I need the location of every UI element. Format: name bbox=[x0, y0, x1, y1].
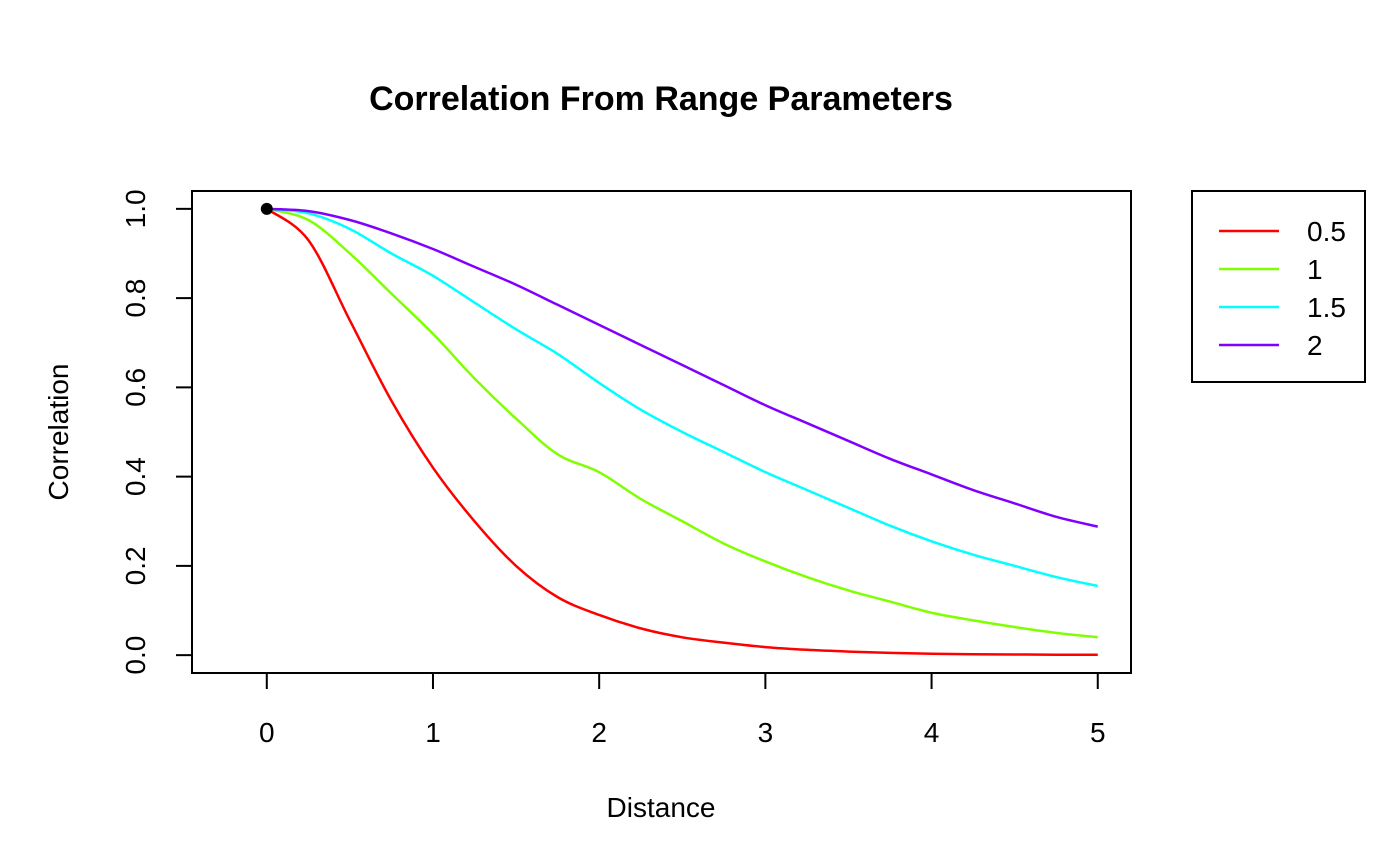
x-tick-label-0: 0 bbox=[259, 717, 275, 748]
data-point-0 bbox=[260, 202, 273, 215]
legend-label-0.5: 0.5 bbox=[1307, 216, 1346, 247]
series-line-2 bbox=[266, 207, 1099, 528]
y-tick-label-0: 0.0 bbox=[120, 636, 151, 675]
legend-box bbox=[1191, 190, 1366, 383]
x-tick-label-2: 2 bbox=[591, 717, 607, 748]
y-axis: 0.0 0.2 0.4 0.6 0.8 1.0 bbox=[120, 189, 193, 675]
legend-label-2: 2 bbox=[1307, 330, 1323, 361]
legend: 0.5 1 1.5 2 bbox=[1191, 190, 1366, 383]
x-tick-label-3: 3 bbox=[758, 717, 774, 748]
chart-title: Correlation From Range Parameters bbox=[369, 80, 953, 118]
y-tick-label-2: 0.4 bbox=[120, 457, 151, 496]
series-line-0.5 bbox=[266, 207, 1098, 657]
x-axis-label: Distance bbox=[607, 792, 716, 823]
series-lines bbox=[266, 207, 1099, 657]
y-tick-label-5: 1.0 bbox=[120, 189, 151, 228]
y-tick-label-4: 0.8 bbox=[120, 279, 151, 318]
series-line-1.5 bbox=[266, 207, 1099, 588]
x-tick-label-1: 1 bbox=[425, 717, 441, 748]
x-tick-label-4: 4 bbox=[924, 717, 940, 748]
plot-area-border bbox=[191, 190, 1132, 674]
x-tick-label-5: 5 bbox=[1090, 717, 1106, 748]
legend-label-1: 1 bbox=[1307, 254, 1323, 285]
x-axis: 0 1 2 3 4 5 bbox=[259, 672, 1106, 748]
data-points bbox=[260, 202, 273, 215]
series-line-1 bbox=[266, 207, 1098, 639]
y-tick-label-3: 0.6 bbox=[120, 368, 151, 407]
legend-label-1.5: 1.5 bbox=[1307, 292, 1346, 323]
y-tick-label-1: 0.2 bbox=[120, 546, 151, 585]
y-axis-label: Correlation bbox=[43, 364, 74, 501]
